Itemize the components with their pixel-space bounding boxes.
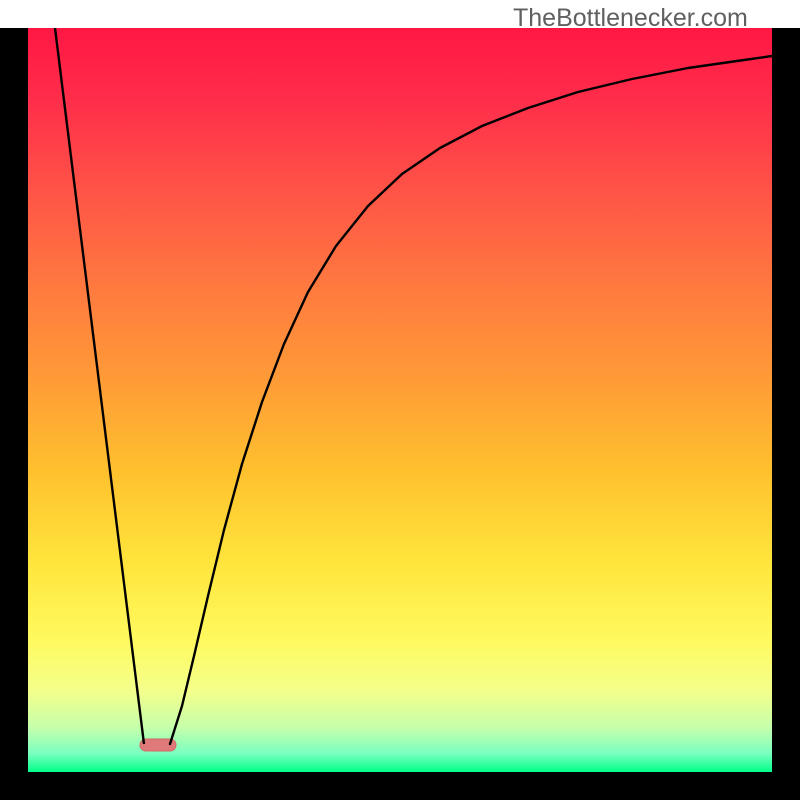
watermark-text: TheBottlenecker.com [513,4,748,33]
curve-layer [28,28,772,772]
plot-area [28,28,772,772]
left-line [55,28,144,744]
right-curve [170,56,772,744]
chart-container: TheBottlenecker.com [0,0,800,800]
